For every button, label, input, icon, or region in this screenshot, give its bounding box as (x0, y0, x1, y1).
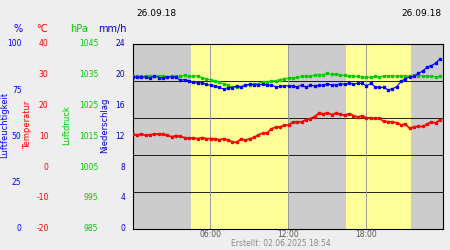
Text: 40: 40 (39, 39, 49, 48)
Text: 12: 12 (116, 132, 125, 141)
Text: 1035: 1035 (79, 70, 98, 79)
Text: 24: 24 (116, 39, 125, 48)
Text: 10: 10 (39, 132, 49, 141)
Text: 50: 50 (12, 132, 22, 141)
Text: Erstellt: 02.06.2025 18:54: Erstellt: 02.06.2025 18:54 (231, 239, 331, 248)
Text: 0: 0 (120, 224, 125, 233)
Text: 1045: 1045 (79, 39, 98, 48)
Text: 4: 4 (120, 194, 125, 202)
Text: -10: -10 (36, 194, 49, 202)
Text: Temperatur: Temperatur (23, 101, 32, 149)
Text: 0: 0 (17, 224, 22, 233)
Text: 100: 100 (7, 39, 22, 48)
Text: 30: 30 (39, 70, 49, 79)
Text: 25: 25 (12, 178, 22, 187)
Text: 995: 995 (84, 194, 98, 202)
Text: -20: -20 (36, 224, 49, 233)
Text: °C: °C (36, 24, 48, 34)
Text: hPa: hPa (70, 24, 88, 34)
Text: 26.09.18: 26.09.18 (401, 9, 441, 18)
Text: 1015: 1015 (79, 132, 98, 141)
Text: 985: 985 (84, 224, 98, 233)
Text: Luftfeuchtigkeit: Luftfeuchtigkeit (0, 92, 9, 158)
Text: 75: 75 (12, 86, 22, 94)
Text: %: % (14, 24, 22, 34)
Text: 1025: 1025 (79, 101, 98, 110)
Text: 1005: 1005 (79, 162, 98, 172)
Text: 8: 8 (120, 162, 125, 172)
Text: Luftdruck: Luftdruck (62, 105, 71, 145)
Bar (191, 44, 288, 229)
Text: Niederschlag: Niederschlag (100, 97, 109, 153)
Text: 20: 20 (116, 70, 125, 79)
Text: 26.09.18: 26.09.18 (136, 9, 176, 18)
Text: 0: 0 (44, 162, 49, 172)
Text: 16: 16 (116, 101, 125, 110)
Text: 20: 20 (39, 101, 49, 110)
Bar (346, 44, 411, 229)
Text: mm/h: mm/h (98, 24, 127, 34)
